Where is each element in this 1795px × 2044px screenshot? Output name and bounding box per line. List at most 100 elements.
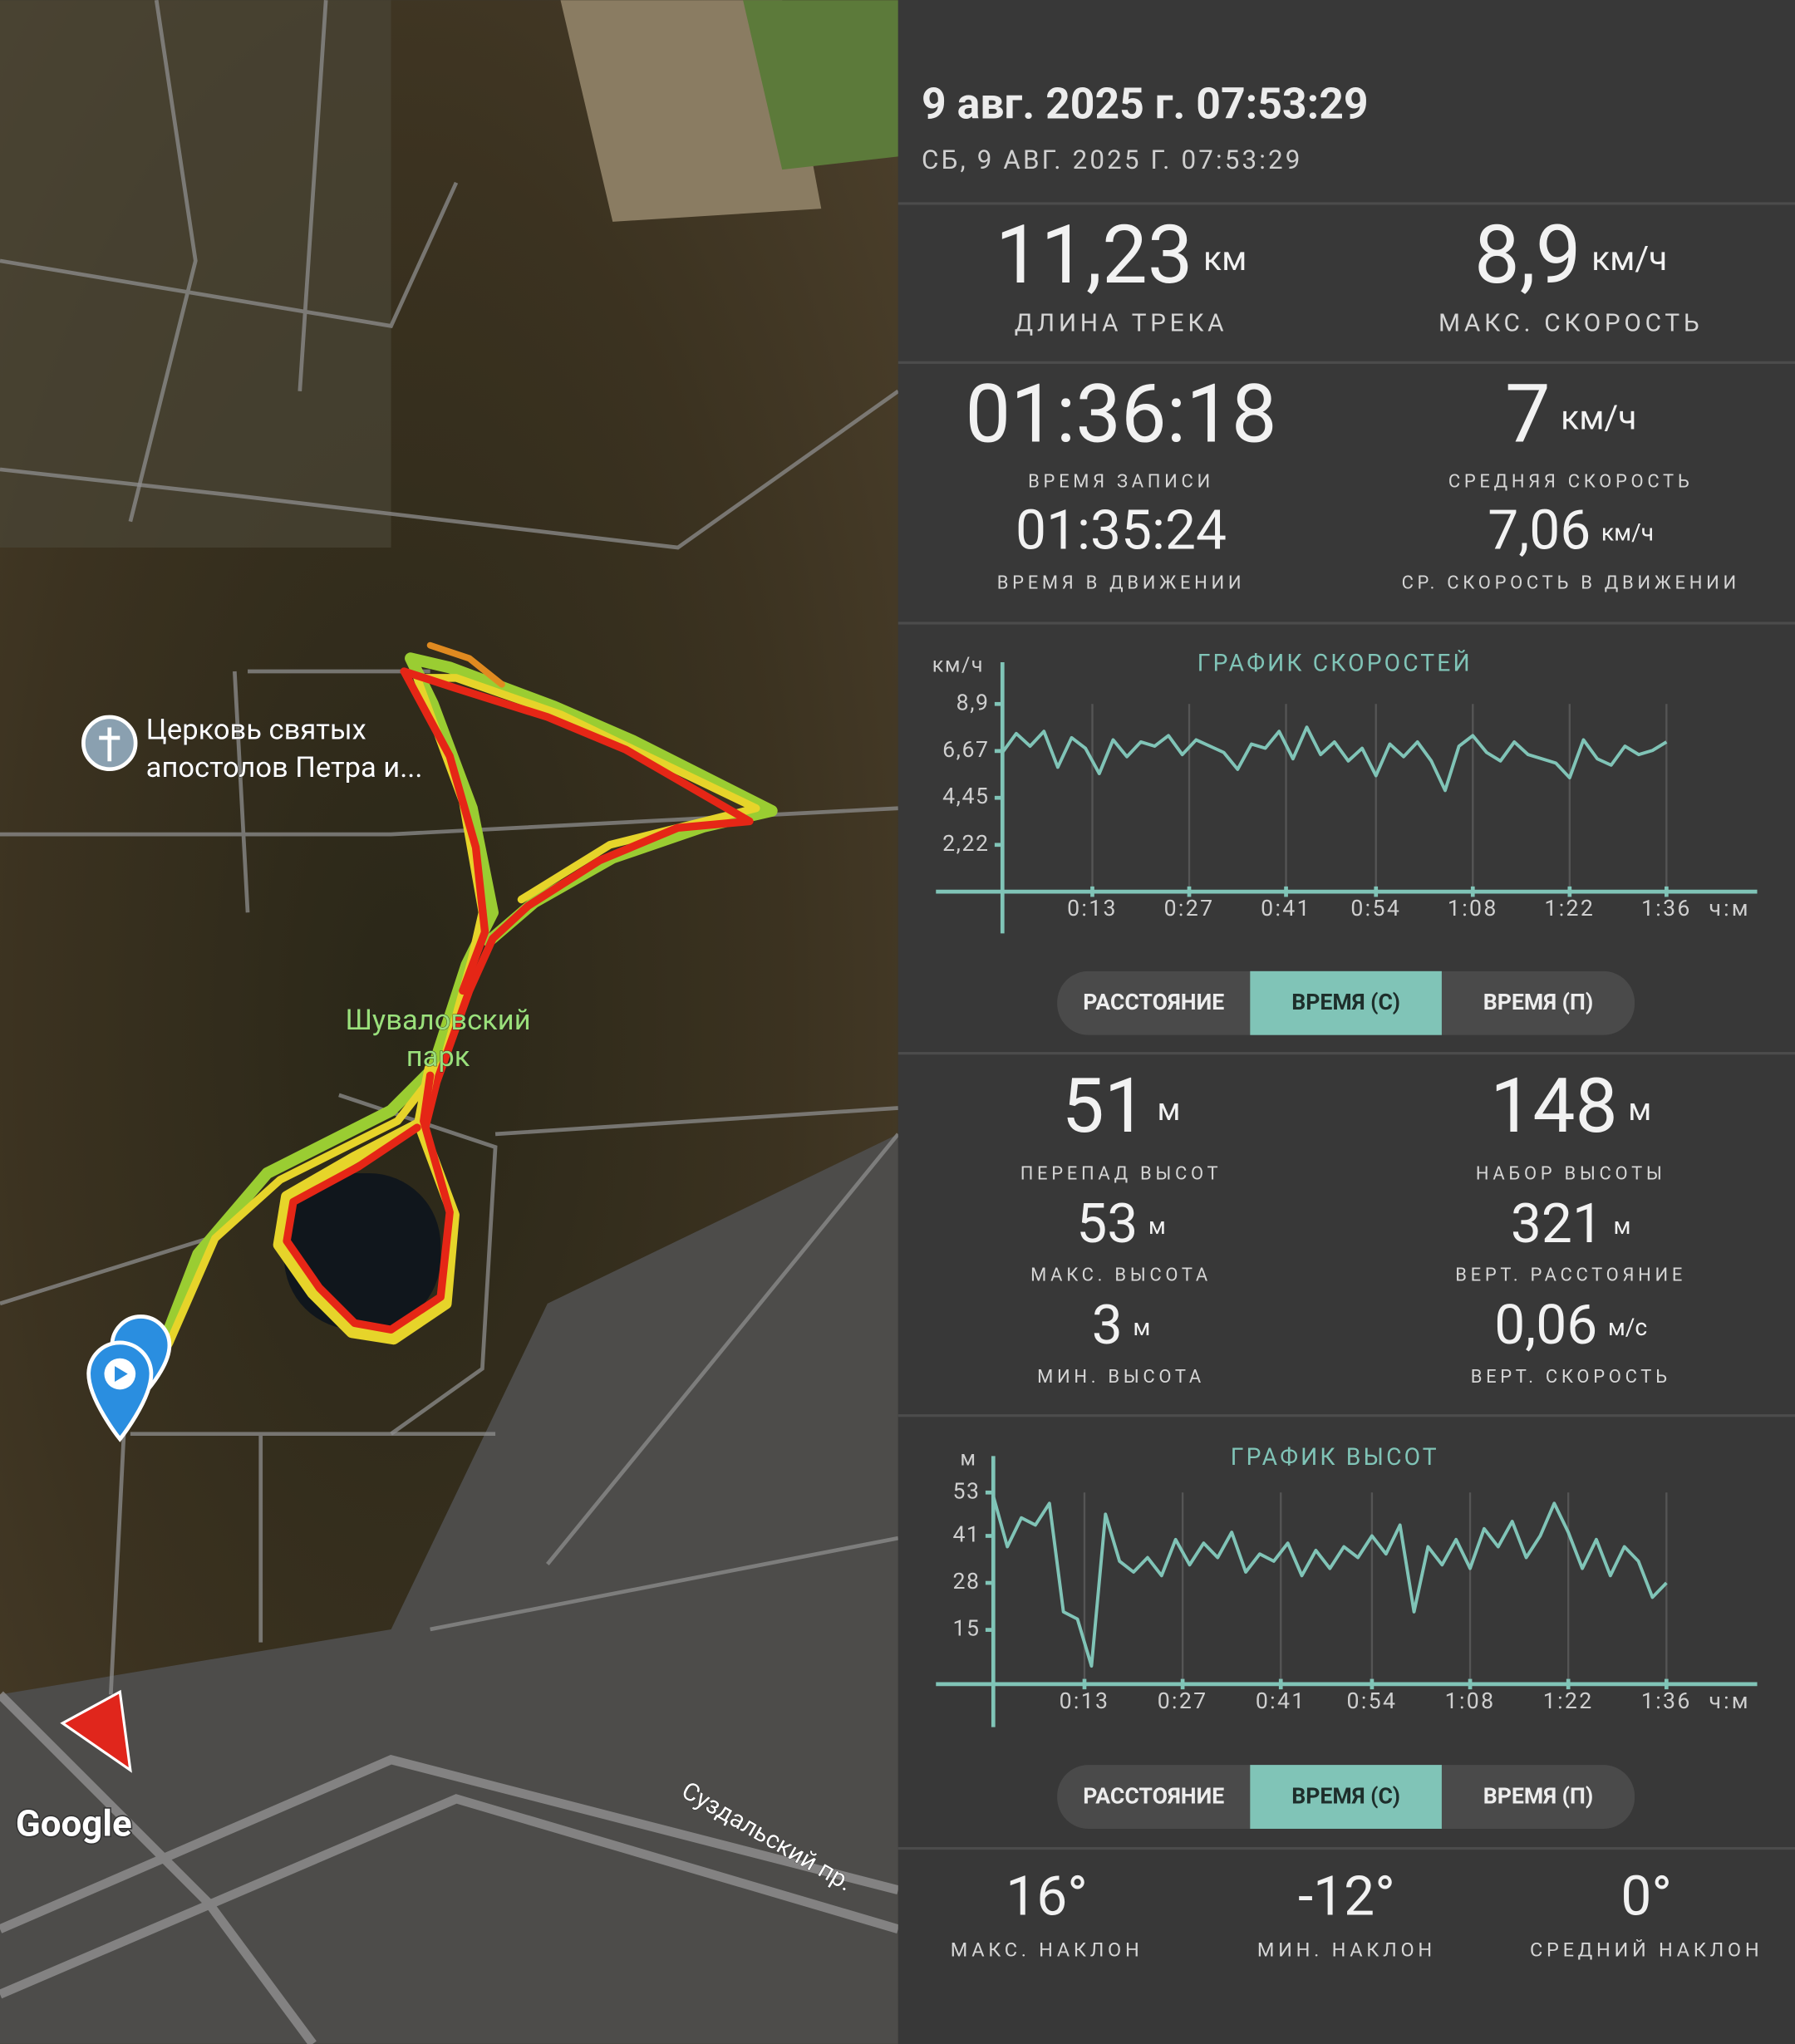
poi-label: апостолов Петра и... xyxy=(146,751,423,784)
stat-value: 01:35:24 xyxy=(1016,499,1227,563)
stat-unit: м xyxy=(1133,1314,1150,1342)
start-pin xyxy=(86,1340,154,1442)
stat-value: 148 м xyxy=(1490,1063,1651,1151)
stat-unit: км/ч xyxy=(1591,238,1667,278)
map-city xyxy=(0,1133,898,2044)
map-roads xyxy=(0,0,900,2044)
segment-button[interactable]: ВРЕМЯ (С) xyxy=(1291,989,1400,1015)
stat-value: 0,06 м/с xyxy=(1494,1295,1647,1359)
stat-label: НАБОР ВЫСОТЫ xyxy=(1476,1163,1666,1184)
stat-label: СРЕДНЯЯ СКОРОСТЬ xyxy=(1448,471,1694,492)
map-markers xyxy=(60,715,172,1773)
x-tick-label: 1:36 xyxy=(1641,895,1692,921)
stat-number: 0,06 xyxy=(1494,1295,1597,1359)
stat-value: 8,9 км/ч xyxy=(1474,208,1667,302)
x-tick-label: 1:22 xyxy=(1543,1688,1594,1714)
x-tick-label: 0:13 xyxy=(1060,1688,1110,1714)
stat-label: СР. СКОРОСТЬ В ДВИЖЕНИИ xyxy=(1402,573,1740,594)
x-unit: ч:м xyxy=(1709,895,1750,921)
map-field xyxy=(743,0,898,170)
slope-label: МАКС. НАКЛОН xyxy=(951,1938,1143,1962)
slope-value: 16° xyxy=(1006,1865,1088,1929)
park-label: Шуваловский xyxy=(345,1004,530,1037)
stat-value: 7,06 км/ч xyxy=(1488,499,1654,563)
stat-number: 01:35:24 xyxy=(1016,499,1227,563)
stat-label: ПЕРЕПАД ВЫСОТ xyxy=(1020,1163,1222,1184)
segment-button[interactable]: ВРЕМЯ (П) xyxy=(1483,1782,1594,1809)
data-line xyxy=(991,1496,1668,1668)
track xyxy=(117,641,778,1430)
stat-label: ДЛИНА ТРЕКА xyxy=(1015,309,1228,338)
stat-value: 01:36:18 xyxy=(965,366,1276,461)
segmented-control[interactable]: РАССТОЯНИЕ ВРЕМЯ (С) ВРЕМЯ (П) xyxy=(1057,1765,1635,1829)
stat-value: 53 м xyxy=(1076,1192,1166,1256)
slope-value: 0° xyxy=(1620,1865,1672,1929)
google-logo: Google xyxy=(16,1801,132,1845)
x-tick-label: 0:41 xyxy=(1261,895,1311,921)
stat-number: 8,9 xyxy=(1474,208,1581,302)
slope-value: -12° xyxy=(1298,1865,1395,1929)
stat-unit: км xyxy=(1203,238,1247,278)
church-cross xyxy=(99,727,120,762)
y-tick-label: 15 xyxy=(952,1615,980,1642)
start-pin-icon xyxy=(115,1366,128,1382)
chart: ГРАФИК ВЫСОТ м ч:м 0:13 0:27 0:41 0:54 1:08 1:22… xyxy=(936,1443,1758,1727)
chart-title: ГРАФИК ВЫСОТ xyxy=(1231,1443,1439,1471)
x-tick-label: 0:41 xyxy=(1256,1688,1306,1714)
map[interactable]: Церковь святых апостолов Петра и... Шува… xyxy=(0,0,900,2044)
stat-unit: м xyxy=(1157,1092,1180,1128)
stat-number: 148 xyxy=(1490,1063,1617,1151)
segment-active xyxy=(1250,1765,1442,1829)
stat-label: ВЕРТ. СКОРОСТЬ xyxy=(1471,1367,1671,1388)
y-tick-label: 41 xyxy=(952,1521,980,1548)
x-tick-label: 0:54 xyxy=(1350,895,1401,921)
date-title: 9 авг. 2025 г. 07:53:29 xyxy=(922,78,1369,129)
x-tick-label: 0:27 xyxy=(1158,1688,1208,1714)
stat-label: ВРЕМЯ В ДВИЖЕНИИ xyxy=(997,573,1245,594)
stat-label: ВРЕМЯ ЗАПИСИ xyxy=(1028,471,1214,492)
data-line xyxy=(1001,725,1668,793)
stat-unit: км/ч xyxy=(1561,397,1636,437)
stat-value: 11,23 км xyxy=(996,208,1247,302)
stat-unit: м xyxy=(1148,1212,1166,1240)
dividers xyxy=(898,202,1795,1850)
stat-label: МИН. ВЫСОТА xyxy=(1037,1367,1205,1388)
stat-value: 7 км/ч xyxy=(1505,366,1636,461)
direction-arrow xyxy=(60,1689,132,1773)
segment-button[interactable]: РАССТОЯНИЕ xyxy=(1083,989,1224,1015)
segment-active xyxy=(1250,970,1442,1035)
map-area xyxy=(0,0,391,548)
stat-unit: км/ч xyxy=(1601,519,1654,547)
x-tick-label: 0:54 xyxy=(1347,1688,1398,1714)
stat-value: 321 м xyxy=(1511,1192,1631,1256)
stat-unit: м xyxy=(1628,1092,1651,1128)
y-unit: м xyxy=(960,1447,976,1472)
y-tick-label: 6,67 xyxy=(942,736,989,763)
poi-label: Церковь святых xyxy=(146,713,366,746)
stat-number: 11,23 xyxy=(996,208,1193,302)
segment-button[interactable]: ВРЕМЯ (П) xyxy=(1483,989,1594,1015)
segmented-control[interactable]: РАССТОЯНИЕ ВРЕМЯ (С) ВРЕМЯ (П) xyxy=(1057,970,1635,1035)
stat-label: МАКС. СКОРОСТЬ xyxy=(1438,309,1703,338)
stat-unit: м xyxy=(1614,1212,1631,1240)
park-label: парк xyxy=(406,1040,470,1074)
y-tick-label: 53 xyxy=(952,1477,980,1504)
x-tick-label: 1:36 xyxy=(1641,1688,1692,1714)
stat-number: 51 xyxy=(1062,1063,1147,1151)
y-tick-label: 28 xyxy=(952,1568,980,1594)
chart: ГРАФИК СКОРОСТЕЙ км/ч ч:м 0:13 0:27 0:41 0:54 1… xyxy=(932,650,1758,934)
stat-number: 7 xyxy=(1505,366,1551,461)
y-tick-label: 4,45 xyxy=(942,783,989,809)
x-tick-label: 0:27 xyxy=(1164,895,1215,921)
slope-label: МИН. НАКЛОН xyxy=(1257,1938,1436,1962)
stat-value: 51 м xyxy=(1062,1063,1181,1151)
stat-label: ВЕРТ. РАССТОЯНИЕ xyxy=(1455,1265,1686,1286)
segment-button[interactable]: ВРЕМЯ (С) xyxy=(1291,1782,1400,1809)
stat-number: 321 xyxy=(1511,1192,1603,1256)
x-unit: ч:м xyxy=(1709,1688,1750,1714)
y-tick-label: 8,9 xyxy=(957,689,990,715)
segment-button[interactable]: РАССТОЯНИЕ xyxy=(1083,1782,1224,1809)
x-tick-label: 1:08 xyxy=(1448,895,1498,921)
